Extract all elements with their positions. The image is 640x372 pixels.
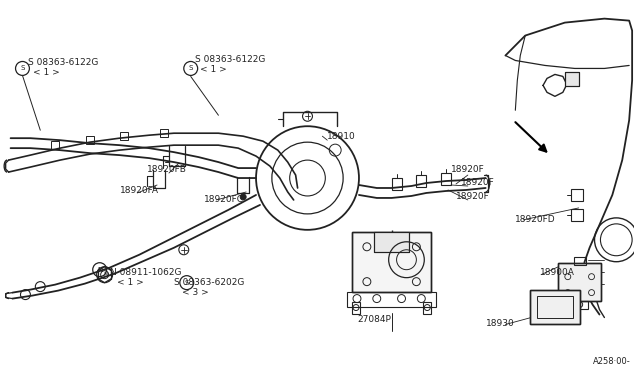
Bar xyxy=(565,73,579,86)
Text: N: N xyxy=(97,267,102,273)
Circle shape xyxy=(240,194,246,200)
Bar xyxy=(352,232,431,292)
Bar xyxy=(537,296,573,318)
Text: A258·00-: A258·00- xyxy=(593,357,630,366)
Text: 27084P: 27084P xyxy=(357,314,391,324)
Bar xyxy=(572,301,588,308)
Text: 18900A: 18900A xyxy=(540,268,575,277)
Bar xyxy=(558,263,602,301)
Bar xyxy=(423,302,431,314)
Bar xyxy=(120,132,129,140)
Text: S: S xyxy=(20,65,25,71)
Bar xyxy=(571,189,582,201)
Bar xyxy=(573,257,586,265)
Text: S 08363-6202G: S 08363-6202G xyxy=(174,278,244,287)
Bar xyxy=(374,232,410,252)
Bar xyxy=(374,232,410,252)
Text: 18920FC: 18920FC xyxy=(204,195,244,204)
Text: S: S xyxy=(189,65,193,71)
Text: 18920F: 18920F xyxy=(461,178,495,187)
Bar xyxy=(347,292,436,307)
Text: S 08363-6122G: S 08363-6122G xyxy=(195,55,265,64)
Bar xyxy=(571,209,582,221)
Text: N 08911-1062G: N 08911-1062G xyxy=(109,268,181,277)
Bar xyxy=(530,290,580,324)
Text: < 1 >: < 1 > xyxy=(118,278,144,287)
Bar xyxy=(417,175,426,187)
Text: 18920F: 18920F xyxy=(451,165,484,174)
Bar xyxy=(565,73,579,86)
Text: S: S xyxy=(184,280,189,286)
Bar xyxy=(352,302,360,314)
Text: 18920FA: 18920FA xyxy=(120,186,159,195)
Bar xyxy=(352,232,431,292)
Bar xyxy=(530,290,580,324)
Bar xyxy=(86,136,93,144)
Text: 18920FD: 18920FD xyxy=(515,215,556,224)
Bar xyxy=(392,178,401,190)
Bar xyxy=(160,129,168,137)
Text: < 1 >: < 1 > xyxy=(200,65,227,74)
Bar xyxy=(51,141,59,149)
Text: 18920FB: 18920FB xyxy=(147,165,187,174)
Text: S 08363-6122G: S 08363-6122G xyxy=(28,58,99,67)
Text: < 3 >: < 3 > xyxy=(182,288,209,296)
Text: 18930: 18930 xyxy=(486,320,515,328)
Text: 18920F: 18920F xyxy=(456,192,490,201)
Text: < 1 >: < 1 > xyxy=(33,68,60,77)
Text: 18910: 18910 xyxy=(327,132,356,141)
Bar xyxy=(558,263,602,301)
Text: N: N xyxy=(103,272,108,277)
Bar xyxy=(441,173,451,185)
